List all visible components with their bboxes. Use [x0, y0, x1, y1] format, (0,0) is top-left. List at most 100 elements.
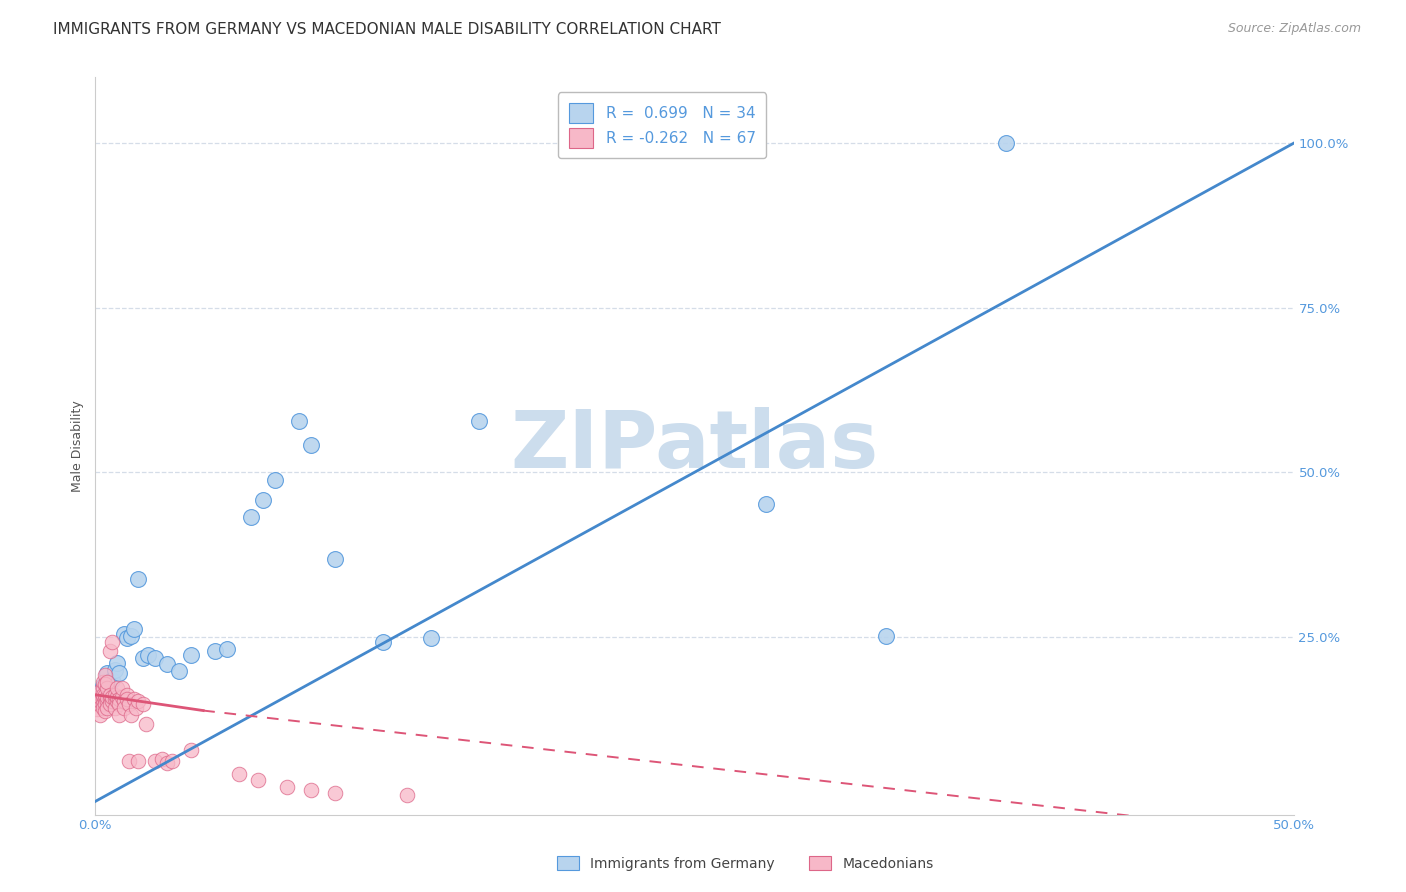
- Point: [89, 694, 111, 708]
- Point: [94, 704, 117, 718]
- Point: [98, 688, 121, 702]
- Point: [252, 492, 274, 507]
- Point: [115, 631, 138, 645]
- Point: [135, 716, 157, 731]
- Point: [96, 690, 118, 705]
- Point: [103, 692, 125, 706]
- Point: [96, 701, 118, 715]
- Point: [247, 773, 270, 788]
- Point: [87, 697, 110, 711]
- Point: [323, 552, 346, 566]
- Point: [87, 692, 110, 706]
- Point: [91, 681, 114, 696]
- Point: [98, 686, 121, 700]
- Point: [115, 688, 138, 702]
- Point: [96, 694, 118, 708]
- Point: [160, 754, 183, 768]
- Point: [143, 651, 166, 665]
- Point: [276, 780, 298, 794]
- Point: [395, 788, 418, 802]
- Point: [96, 681, 118, 696]
- Point: [94, 692, 117, 706]
- Point: [105, 690, 128, 705]
- Point: [98, 692, 121, 706]
- Point: [217, 641, 239, 656]
- Point: [167, 664, 190, 678]
- Point: [118, 754, 141, 768]
- Point: [108, 707, 131, 722]
- Point: [120, 628, 142, 642]
- Point: [91, 679, 114, 693]
- Point: [91, 692, 114, 706]
- Point: [118, 697, 141, 711]
- Point: [204, 644, 226, 658]
- Point: [156, 657, 179, 672]
- Point: [94, 677, 117, 691]
- Point: [111, 690, 134, 705]
- Point: [103, 688, 125, 702]
- Point: [371, 635, 394, 649]
- Point: [111, 681, 134, 696]
- Point: [103, 701, 125, 715]
- Text: Source: ZipAtlas.com: Source: ZipAtlas.com: [1227, 22, 1361, 36]
- Point: [228, 766, 250, 780]
- Point: [127, 694, 149, 708]
- Point: [101, 694, 124, 708]
- Point: [136, 648, 159, 663]
- Point: [143, 754, 166, 768]
- Point: [115, 692, 138, 706]
- Point: [180, 648, 202, 663]
- Point: [875, 628, 897, 642]
- Point: [101, 673, 124, 687]
- Point: [101, 690, 124, 705]
- Text: ZIPatlas: ZIPatlas: [510, 407, 879, 485]
- Point: [108, 692, 131, 706]
- Point: [156, 756, 179, 771]
- Point: [468, 414, 491, 428]
- Point: [152, 751, 174, 765]
- Point: [87, 688, 110, 702]
- Point: [127, 572, 149, 586]
- Point: [94, 668, 117, 682]
- Point: [127, 754, 149, 768]
- Point: [755, 497, 778, 511]
- Point: [91, 697, 114, 711]
- Point: [122, 622, 145, 636]
- Point: [125, 701, 148, 715]
- Point: [105, 656, 128, 670]
- Point: [122, 692, 145, 706]
- Point: [91, 674, 114, 689]
- Point: [96, 674, 118, 689]
- Legend: Immigrants from Germany, Macedonians: Immigrants from Germany, Macedonians: [551, 850, 939, 876]
- Point: [94, 698, 117, 713]
- Point: [103, 663, 125, 677]
- Point: [112, 694, 135, 708]
- Point: [419, 631, 441, 645]
- Point: [89, 690, 111, 705]
- Point: [132, 651, 155, 665]
- Point: [105, 694, 128, 708]
- Point: [995, 136, 1018, 151]
- Point: [94, 697, 117, 711]
- Point: [96, 666, 118, 681]
- Point: [101, 635, 124, 649]
- Point: [264, 473, 287, 487]
- Point: [299, 782, 322, 797]
- Point: [299, 438, 322, 452]
- Point: [89, 692, 111, 706]
- Point: [91, 688, 114, 702]
- Point: [94, 688, 117, 702]
- Point: [98, 644, 121, 658]
- Point: [288, 414, 311, 428]
- Point: [89, 683, 111, 698]
- Point: [180, 743, 202, 757]
- Point: [108, 666, 131, 681]
- Point: [108, 697, 131, 711]
- Point: [112, 626, 135, 640]
- Y-axis label: Male Disability: Male Disability: [72, 401, 84, 491]
- Point: [89, 707, 111, 722]
- Point: [112, 701, 135, 715]
- Point: [98, 697, 121, 711]
- Point: [120, 707, 142, 722]
- Legend: R =  0.699   N = 34, R = -0.262   N = 67: R = 0.699 N = 34, R = -0.262 N = 67: [558, 93, 766, 159]
